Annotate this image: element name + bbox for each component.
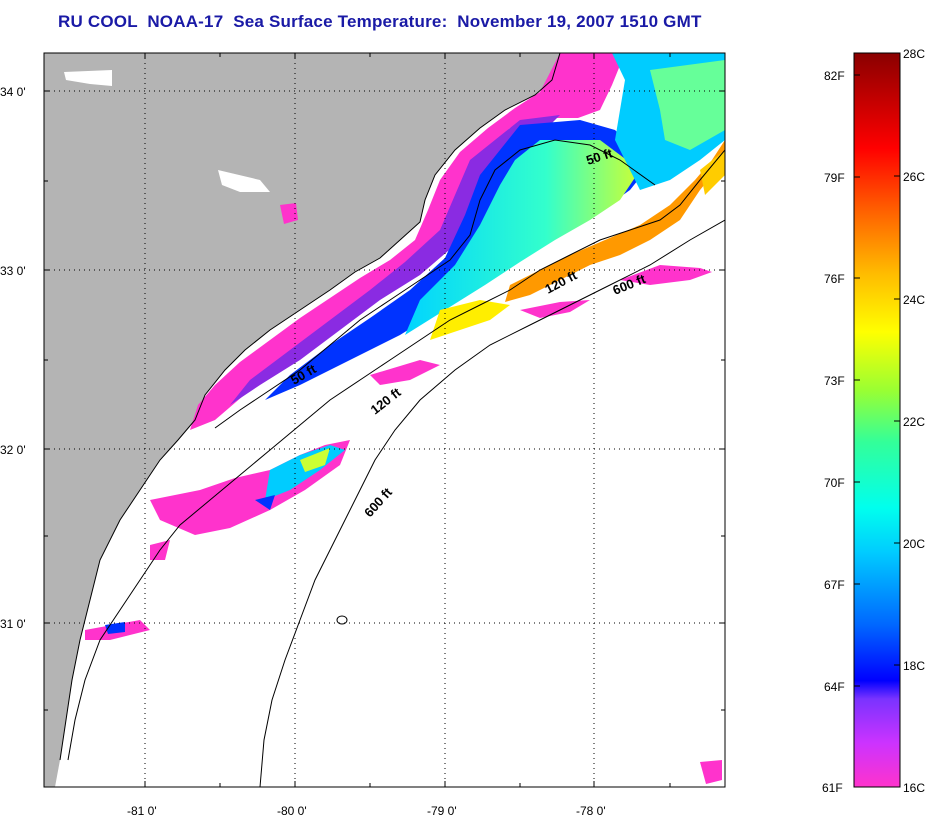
lat-label-32: 32 0' <box>0 443 26 457</box>
cold-nearshore <box>190 53 625 430</box>
colorbar-c-26: 26C <box>903 170 925 184</box>
lon-label-80: -80 0' <box>277 804 307 817</box>
map-frame <box>43 52 726 788</box>
colorbar-f-67: 67F <box>824 578 845 592</box>
colorbar-c-22: 22C <box>903 415 925 429</box>
shelf-cyan <box>405 140 640 335</box>
lat-ticks <box>44 90 725 711</box>
lat-label-33: 33 0' <box>0 264 26 278</box>
colorbar-c-28: 28C <box>903 47 925 61</box>
warm-gulfstream <box>505 140 725 302</box>
colorbar-gradient <box>853 52 901 788</box>
colorbar-f-64: 64F <box>824 680 845 694</box>
colorbar-f-61: 61F <box>822 781 843 795</box>
lon-label-78: -78 0' <box>576 804 606 817</box>
colorbar-f-76: 76F <box>824 272 845 286</box>
map-body: 50 ft 50 ft 120 ft 120 ft 600 ft 600 ft <box>44 53 725 787</box>
colorbar-c-16: 16C <box>903 781 925 795</box>
contour-50ft <box>214 139 656 429</box>
lon-ticks <box>144 53 671 787</box>
lon-label-79: -79 0' <box>427 804 457 817</box>
colorbar-f-82: 82F <box>824 69 845 83</box>
colorbar-f-79: 79F <box>824 171 845 185</box>
colorbar-f-73: 73F <box>824 374 845 388</box>
colorbar-f-70: 70F <box>824 476 845 490</box>
colorbar-c-18: 18C <box>903 659 925 673</box>
colorbar-c-20: 20C <box>903 537 925 551</box>
colorbar: 82F 79F 76F 73F 70F 67F 64F 61F 28C 26C … <box>822 47 925 795</box>
contour-600ft <box>259 219 725 787</box>
colorbar-c-24: 24C <box>903 293 925 307</box>
graticule <box>44 53 725 787</box>
lon-label-81: -81 0' <box>127 804 157 817</box>
lat-label-34: 34 0' <box>0 85 26 99</box>
land-mass <box>44 53 560 787</box>
contour-120ft <box>67 149 725 761</box>
map-title: RU COOL NOAA-17 Sea Surface Temperature:… <box>58 12 702 31</box>
lat-label-31: 31 0' <box>0 617 26 631</box>
